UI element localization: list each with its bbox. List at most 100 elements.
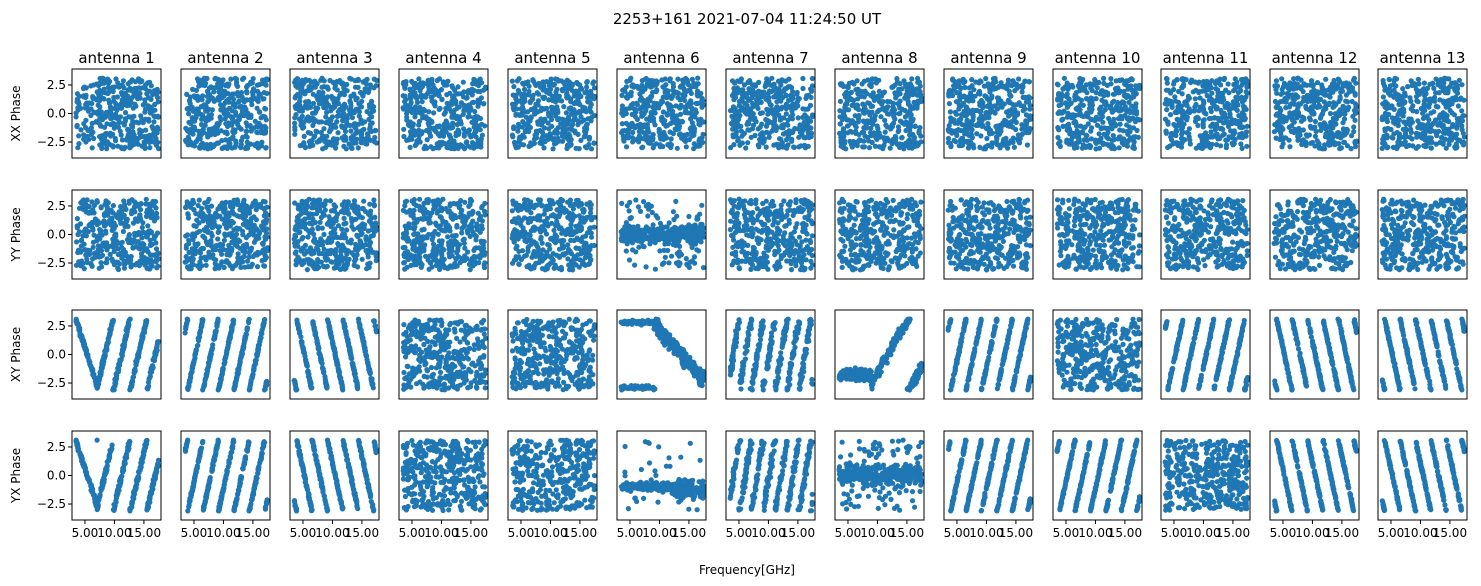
data-point	[546, 97, 552, 103]
data-point	[432, 103, 438, 109]
data-point	[521, 86, 528, 92]
data-point	[1018, 102, 1024, 109]
data-point	[244, 134, 250, 140]
data-point	[869, 109, 875, 115]
data-point	[1089, 99, 1095, 105]
data-point	[258, 115, 264, 121]
data-point	[1275, 101, 1281, 107]
data-point	[855, 106, 862, 113]
scatter-points	[183, 75, 270, 152]
data-point	[426, 116, 432, 122]
data-point	[1338, 111, 1344, 117]
data-point	[1098, 104, 1104, 110]
data-point	[231, 91, 237, 97]
data-point	[1180, 83, 1186, 89]
data-point	[521, 142, 527, 148]
data-point	[1303, 105, 1309, 111]
data-point	[904, 87, 910, 94]
data-point	[790, 95, 796, 101]
data-point	[348, 93, 354, 99]
data-point	[368, 102, 374, 108]
data-point	[115, 80, 121, 86]
data-point	[88, 125, 94, 131]
data-point	[1304, 133, 1310, 139]
data-point	[632, 125, 638, 131]
data-point	[1117, 121, 1123, 127]
data-point	[685, 82, 692, 88]
data-point	[132, 101, 138, 107]
data-point	[252, 118, 258, 124]
data-point	[513, 145, 519, 151]
data-point	[112, 100, 118, 106]
data-point	[768, 89, 774, 95]
data-point	[527, 142, 534, 148]
data-point	[677, 131, 683, 137]
data-point	[513, 92, 519, 98]
data-point	[250, 92, 256, 98]
data-point	[1214, 142, 1220, 148]
data-point	[1060, 86, 1066, 92]
data-point	[418, 92, 424, 98]
data-point	[325, 94, 331, 100]
data-point	[746, 86, 752, 92]
data-point	[1105, 125, 1112, 131]
data-point	[1209, 90, 1215, 96]
data-point	[584, 84, 590, 90]
data-point	[577, 110, 583, 116]
data-point	[876, 88, 882, 94]
data-point	[421, 81, 427, 87]
data-point	[1072, 97, 1078, 103]
data-point	[349, 115, 355, 121]
data-point	[768, 102, 774, 108]
data-point	[872, 94, 878, 100]
data-point	[683, 107, 689, 114]
data-point	[1236, 134, 1242, 140]
data-point	[192, 118, 198, 124]
data-point	[411, 92, 418, 98]
data-point	[1343, 98, 1349, 104]
data-point	[888, 125, 894, 131]
data-point	[301, 133, 307, 139]
data-point	[882, 129, 888, 135]
data-point	[78, 127, 84, 133]
data-point	[1399, 106, 1405, 112]
data-point	[756, 144, 762, 150]
data-point	[199, 80, 205, 86]
column-title: antenna 4	[405, 49, 481, 67]
data-point	[761, 93, 767, 99]
data-point	[1445, 88, 1451, 94]
data-point	[185, 105, 191, 111]
data-point	[1171, 121, 1177, 128]
data-point	[905, 101, 912, 107]
data-point	[800, 85, 806, 92]
data-point	[1086, 106, 1093, 112]
data-point	[258, 129, 264, 136]
data-point	[436, 123, 442, 129]
data-point	[1207, 145, 1213, 151]
data-point	[292, 79, 298, 85]
data-point	[1435, 122, 1441, 128]
data-point	[1115, 100, 1121, 106]
data-point	[780, 78, 786, 84]
data-point	[1169, 104, 1175, 110]
data-point	[977, 100, 983, 106]
data-point	[739, 97, 745, 103]
data-point	[436, 93, 442, 99]
data-point	[677, 84, 683, 90]
data-point	[1436, 90, 1442, 96]
data-point	[1110, 143, 1116, 149]
data-point	[1223, 137, 1229, 143]
data-point	[1081, 125, 1087, 131]
data-point	[1011, 79, 1017, 85]
data-point	[993, 134, 1000, 140]
data-point	[1307, 117, 1313, 123]
data-point	[621, 138, 627, 144]
data-point	[1295, 104, 1301, 110]
data-point	[251, 86, 257, 92]
data-point	[587, 99, 593, 105]
data-point	[372, 128, 378, 134]
data-point	[994, 95, 1001, 101]
data-point	[1009, 106, 1015, 113]
data-point	[902, 81, 909, 87]
